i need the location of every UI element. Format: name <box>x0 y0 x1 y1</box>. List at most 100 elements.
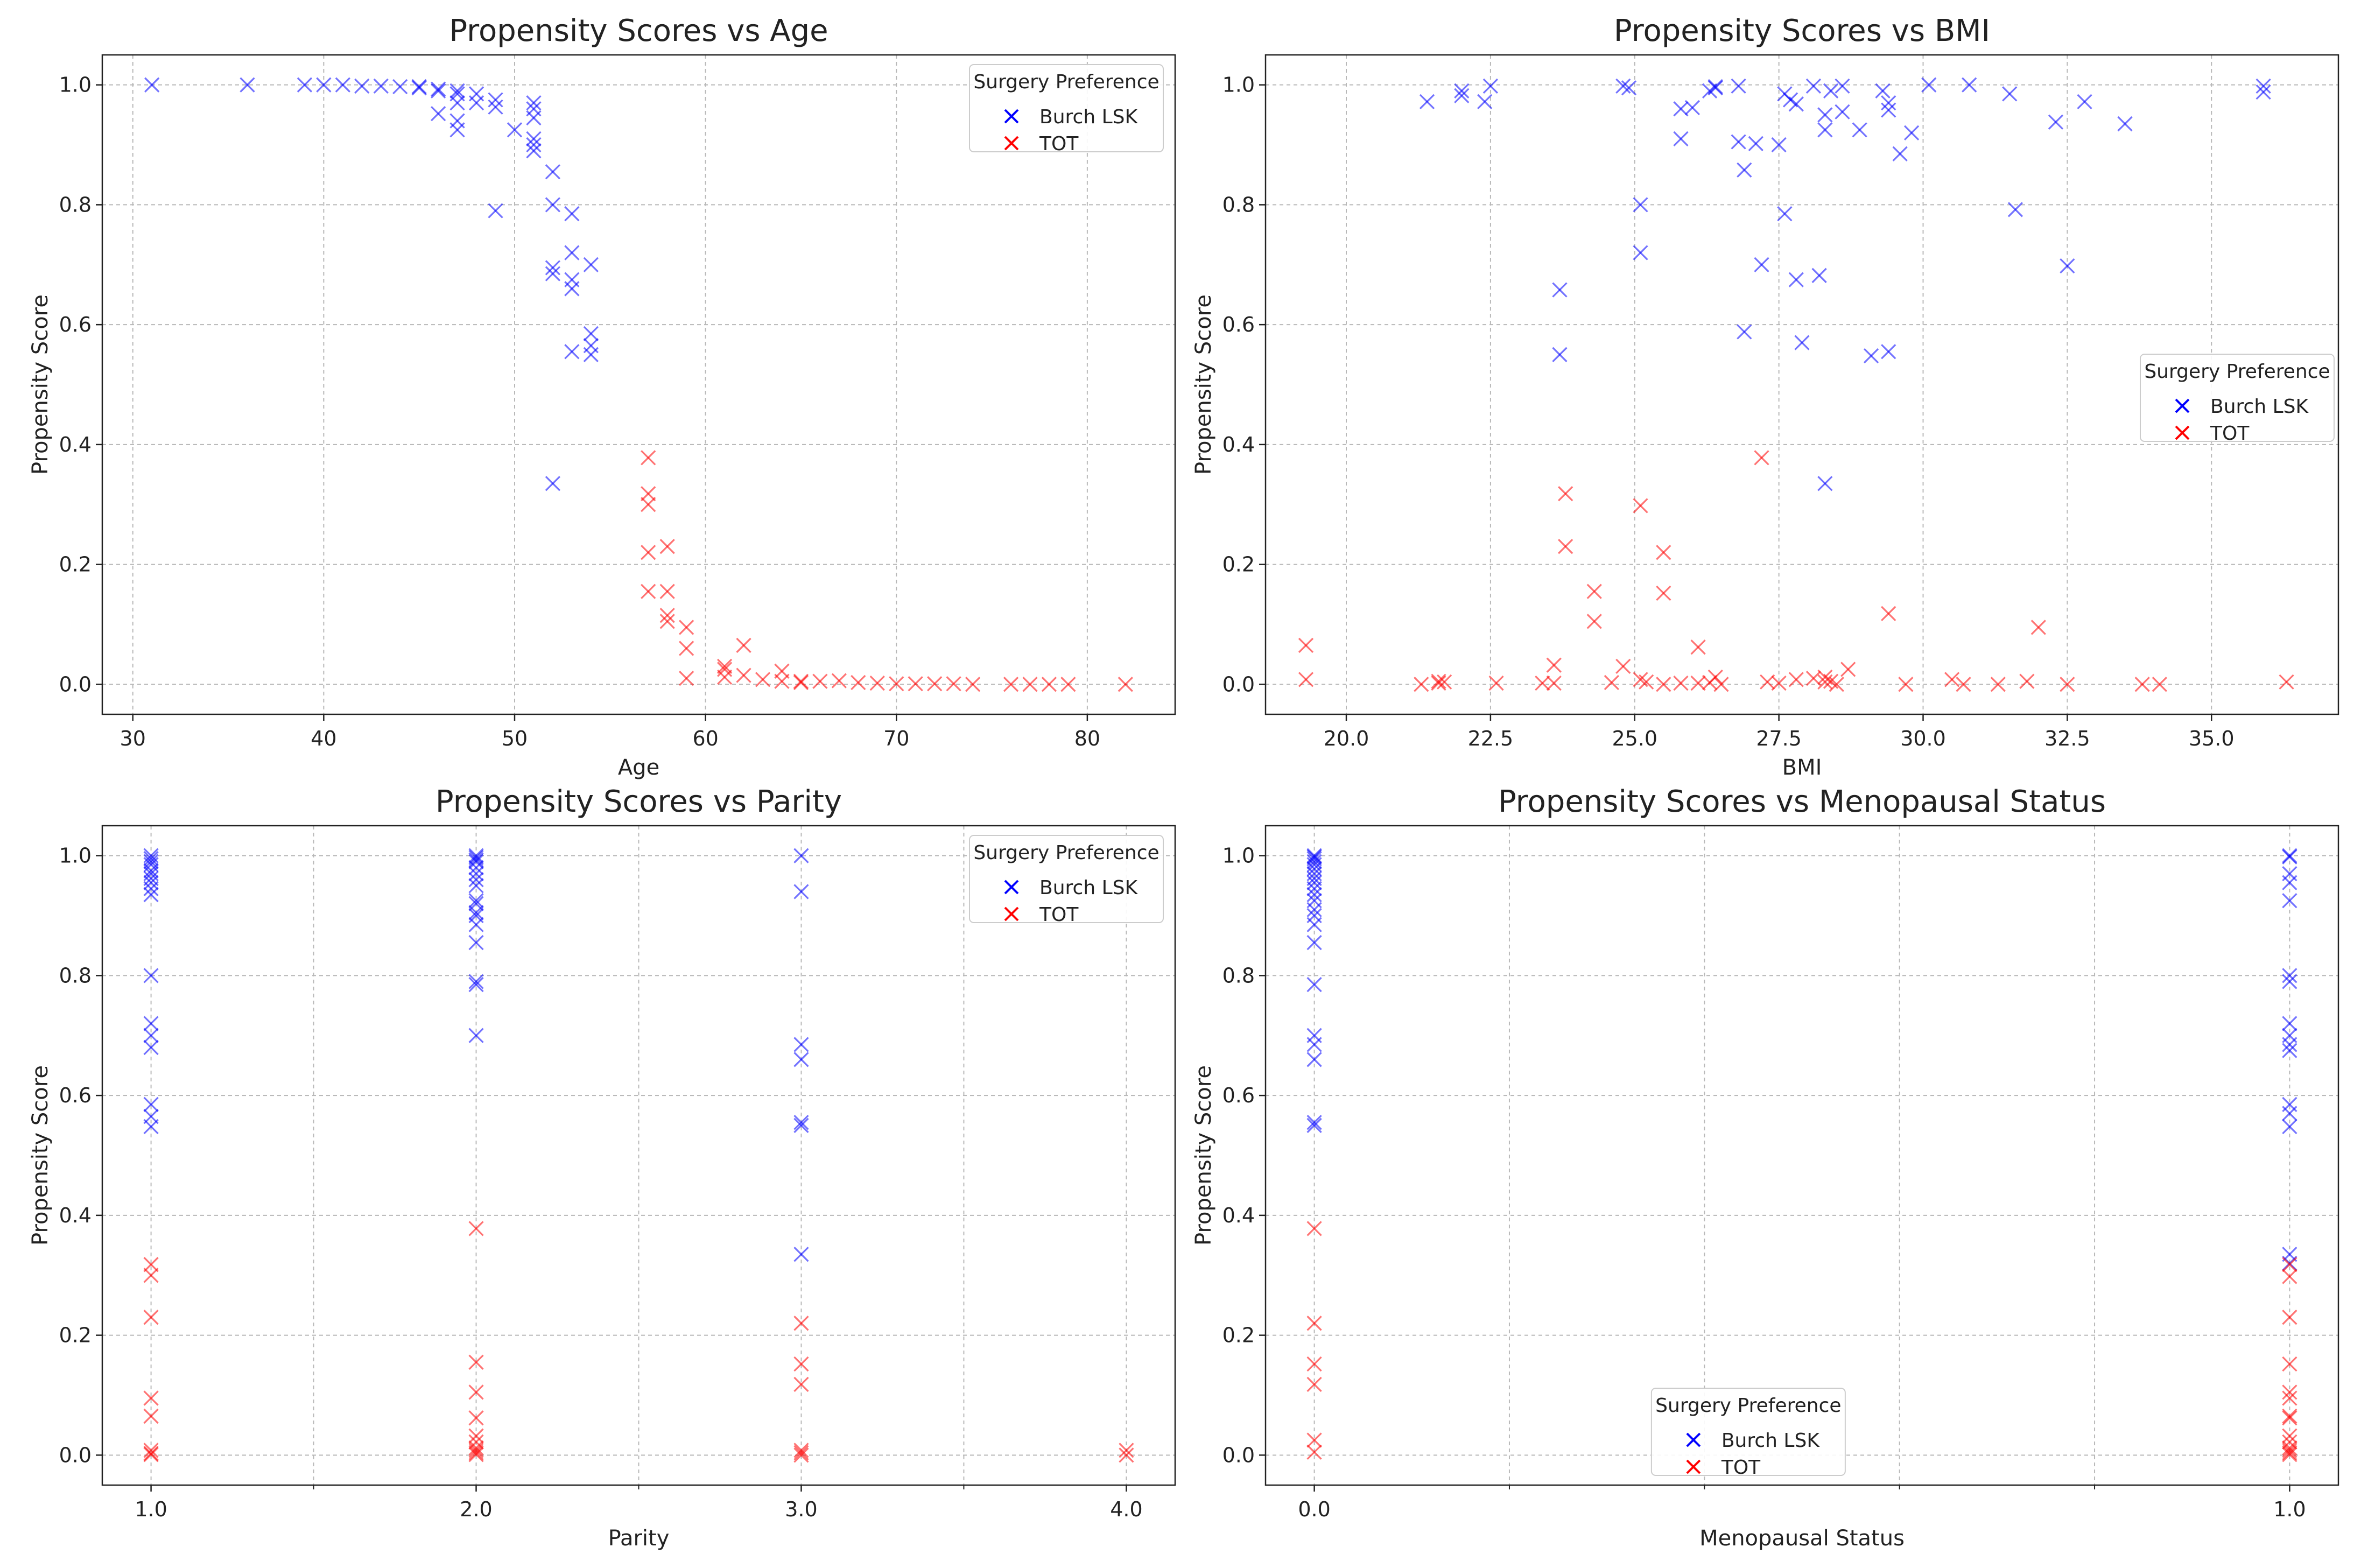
data-point-burch-lsk <box>431 106 446 122</box>
data-point-burch-lsk <box>1306 849 1322 865</box>
data-point-burch-lsk <box>143 1028 159 1043</box>
data-point-burch-lsk <box>1306 1052 1322 1067</box>
x-tick-label: 40 <box>311 727 336 750</box>
data-point-burch-lsk <box>2282 1106 2297 1121</box>
legend-title: Surgery Preference <box>973 71 1159 93</box>
data-point-tot <box>2282 1443 2297 1458</box>
legend-label-burch-lsk: Burch LSK <box>1039 877 1138 899</box>
series-tot <box>1298 450 2294 692</box>
x-tick-label: 25.0 <box>1612 727 1657 750</box>
data-point-burch-lsk <box>354 78 370 94</box>
data-point-burch-lsk <box>1835 78 1850 94</box>
data-point-tot <box>1535 675 1550 691</box>
data-point-burch-lsk <box>1817 476 1833 491</box>
data-point-tot <box>2282 1310 2297 1325</box>
data-point-tot <box>793 674 809 691</box>
series-burch-lsk <box>1306 848 2297 1271</box>
data-point-tot <box>1840 662 1856 677</box>
data-point-burch-lsk <box>1805 78 1822 94</box>
data-point-burch-lsk <box>468 878 484 894</box>
x-tick-label: 70 <box>883 727 909 750</box>
data-point-tot <box>659 608 675 623</box>
data-point-tot <box>2282 1269 2297 1284</box>
data-point-burch-lsk <box>2002 86 2018 102</box>
x-tick-label: 30 <box>120 727 146 750</box>
y-tick-label: 1.0 <box>59 73 92 97</box>
data-point-burch-lsk <box>1817 122 1833 138</box>
data-point-tot <box>1041 677 1057 692</box>
grid-lines <box>1266 55 2338 714</box>
data-point-tot <box>641 450 656 466</box>
data-point-tot <box>659 539 675 554</box>
data-point-tot <box>716 658 733 674</box>
legend-box <box>969 64 1164 152</box>
legend-box <box>969 835 1164 923</box>
data-point-burch-lsk <box>449 83 465 99</box>
data-point-tot <box>143 1268 159 1283</box>
data-point-tot <box>1829 677 1844 692</box>
data-point-burch-lsk <box>1811 268 1827 283</box>
data-point-burch-lsk <box>564 206 580 222</box>
data-point-burch-lsk <box>468 1028 484 1043</box>
data-point-burch-lsk <box>297 77 313 93</box>
data-point-tot <box>1298 672 1314 687</box>
chart-title: Propensity Scores vs Age <box>449 13 828 48</box>
data-point-burch-lsk <box>488 92 503 108</box>
data-point-tot <box>641 583 656 599</box>
data-point-tot <box>1437 674 1452 690</box>
data-point-burch-lsk <box>2282 968 2297 983</box>
data-point-tot <box>1690 675 1706 691</box>
data-point-burch-lsk <box>143 863 159 878</box>
data-point-burch-lsk <box>1707 79 1723 95</box>
data-point-burch-lsk <box>144 77 160 93</box>
y-tick-label: 0.2 <box>59 553 92 576</box>
data-point-tot <box>755 672 771 687</box>
data-point-tot <box>793 1356 809 1372</box>
data-point-burch-lsk <box>793 1117 809 1133</box>
data-point-burch-lsk <box>1306 875 1322 890</box>
data-point-burch-lsk <box>468 860 484 876</box>
data-point-tot <box>736 667 751 683</box>
data-point-burch-lsk <box>316 77 332 93</box>
data-point-tot <box>2282 1445 2297 1460</box>
data-point-burch-lsk <box>1788 96 1804 112</box>
data-point-tot <box>889 676 904 692</box>
data-point-burch-lsk <box>1817 107 1833 123</box>
data-point-tot <box>641 545 656 560</box>
data-point-burch-lsk <box>1921 77 1937 93</box>
data-point-tot <box>908 676 923 692</box>
data-point-tot <box>1306 1316 1322 1331</box>
data-point-burch-lsk <box>1962 77 1977 93</box>
data-point-burch-lsk <box>793 1247 809 1262</box>
data-point-tot <box>1060 677 1076 692</box>
data-point-tot <box>2282 1410 2297 1426</box>
y-tick-label: 0.0 <box>59 1443 92 1467</box>
data-point-burch-lsk <box>526 137 542 153</box>
legend-label-tot: TOT <box>1039 133 1079 155</box>
data-point-tot <box>1956 677 1971 692</box>
series-tot <box>641 450 1133 692</box>
data-point-burch-lsk <box>793 1115 809 1130</box>
x-tick-label: 1.0 <box>2273 1497 2306 1521</box>
data-point-burch-lsk <box>468 917 484 932</box>
data-point-burch-lsk <box>143 1039 159 1056</box>
panel-menopausal-status: 0.0 0.2 0.4 0.6 0.8 1.0 0.0 1.0 Propensity Score… <box>1191 784 2339 1551</box>
data-point-burch-lsk <box>143 851 159 867</box>
y-tick-label: 0.8 <box>59 964 92 987</box>
data-point-tot <box>1306 1432 1322 1448</box>
legend-label-burch-lsk: Burch LSK <box>2210 396 2309 418</box>
series-burch-lsk <box>144 77 599 491</box>
data-point-burch-lsk <box>449 95 465 111</box>
y-tick-label: 0.2 <box>1222 553 1255 576</box>
data-point-tot <box>1003 677 1019 692</box>
x-tick-label: 20.0 <box>1324 727 1369 750</box>
data-point-burch-lsk <box>143 887 159 903</box>
data-point-tot <box>793 1447 809 1463</box>
data-point-burch-lsk <box>564 344 580 360</box>
data-point-tot <box>2282 1390 2297 1406</box>
data-point-tot <box>1546 675 1562 691</box>
data-point-tot <box>143 1408 159 1424</box>
data-point-tot <box>793 1376 809 1393</box>
data-point-tot <box>641 486 656 502</box>
data-point-burch-lsk <box>2048 114 2064 130</box>
